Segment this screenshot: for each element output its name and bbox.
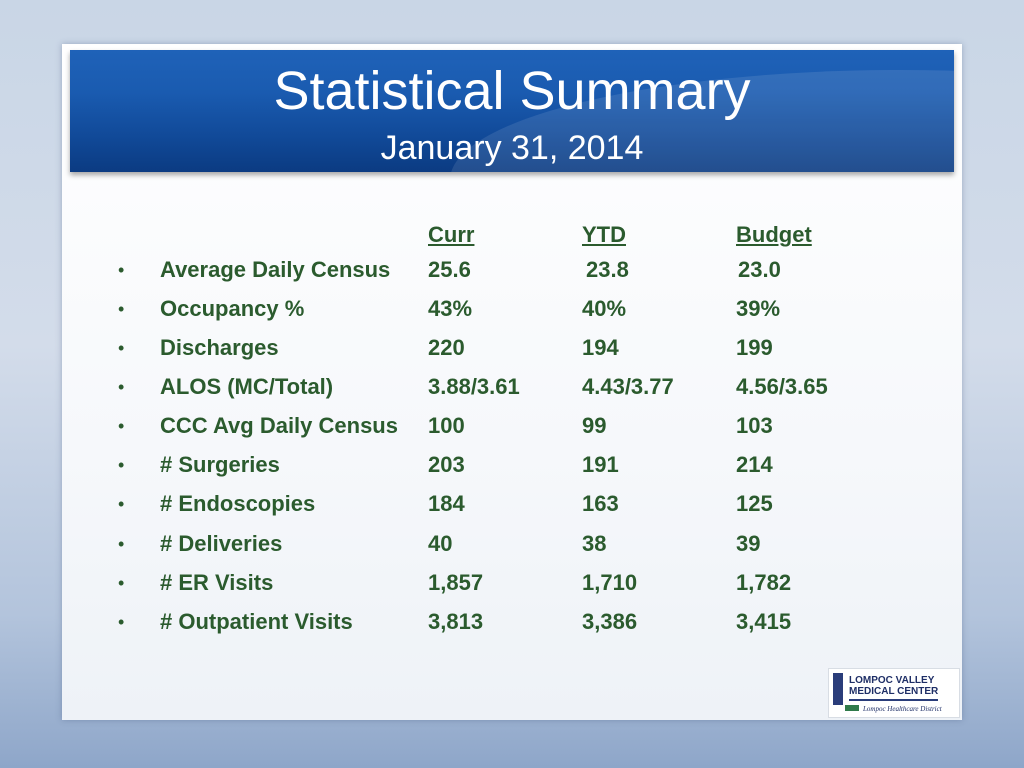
table-row: • Occupancy % 43% 40% 39% xyxy=(62,294,962,324)
row-curr: 1,857 xyxy=(428,570,484,595)
row-label: Occupancy % xyxy=(160,296,305,321)
row-curr: 25.6 xyxy=(428,257,471,282)
row-curr: 220 xyxy=(428,335,465,360)
row-curr: 3.88/3.61 xyxy=(428,374,520,399)
logo-name-line1: LOMPOC VALLEY xyxy=(849,675,935,686)
table-row: • # Surgeries 203 191 214 xyxy=(62,450,962,480)
table-row: • # Endoscopies 184 163 125 xyxy=(62,489,962,519)
row-ytd: 23.8 xyxy=(586,257,629,282)
bullet-icon: • xyxy=(118,612,125,632)
logo-tagline: Lompoc Healthcare District xyxy=(863,705,942,713)
bullet-icon: • xyxy=(118,534,125,554)
slide: Statistical Summary January 31, 2014 Cur… xyxy=(62,44,962,720)
table-row: • # ER Visits 1,857 1,710 1,782 xyxy=(62,568,962,598)
row-ytd: 163 xyxy=(582,491,619,516)
row-ytd: 99 xyxy=(582,413,607,438)
row-ytd: 194 xyxy=(582,335,619,360)
row-curr: 3,813 xyxy=(428,609,484,634)
row-budget: 3,415 xyxy=(736,609,792,634)
column-header-curr: Curr xyxy=(428,222,475,247)
bullet-icon: • xyxy=(118,416,125,436)
row-label: # Deliveries xyxy=(160,531,283,556)
row-label: # Endoscopies xyxy=(160,491,316,516)
row-budget: 1,782 xyxy=(736,570,792,595)
bullet-icon: • xyxy=(118,573,125,593)
logo-name-line2: MEDICAL CENTER xyxy=(849,686,939,701)
row-curr: 40 xyxy=(428,531,453,556)
row-ytd: 4.43/3.77 xyxy=(582,374,674,399)
title-bar: Statistical Summary January 31, 2014 xyxy=(70,50,954,172)
row-curr: 184 xyxy=(428,491,465,516)
row-ytd: 191 xyxy=(582,452,619,477)
table-row: • Discharges 220 194 199 xyxy=(62,333,962,363)
column-header-ytd: YTD xyxy=(582,222,626,247)
row-budget: 103 xyxy=(736,413,773,438)
row-budget: 199 xyxy=(736,335,773,360)
row-label: Discharges xyxy=(160,335,279,360)
row-label: CCC Avg Daily Census xyxy=(160,413,398,438)
row-label: Average Daily Census xyxy=(160,257,391,282)
bullet-icon: • xyxy=(118,260,125,280)
row-ytd: 1,710 xyxy=(582,570,638,595)
row-curr: 43% xyxy=(428,296,473,321)
logo-mark xyxy=(833,673,843,705)
table-row: • ALOS (MC/Total) 3.88/3.61 4.43/3.77 4.… xyxy=(62,372,962,402)
row-budget: 214 xyxy=(736,452,773,477)
row-label: # ER Visits xyxy=(160,570,274,595)
row-curr: 203 xyxy=(428,452,465,477)
table-row: • # Deliveries 40 38 39 xyxy=(62,529,962,559)
table-row: • CCC Avg Daily Census 100 99 103 xyxy=(62,411,962,441)
row-ytd: 3,386 xyxy=(582,609,638,634)
row-label: ALOS (MC/Total) xyxy=(160,374,334,399)
slide-subtitle: January 31, 2014 xyxy=(380,129,644,167)
row-budget: 23.0 xyxy=(738,257,781,282)
slide-title: Statistical Summary xyxy=(273,61,751,121)
bullet-icon: • xyxy=(118,455,125,475)
hospital-logo: LOMPOC VALLEY MEDICAL CENTER Lompoc Heal… xyxy=(828,668,960,718)
bullet-icon: • xyxy=(118,377,125,397)
row-curr: 100 xyxy=(428,413,465,438)
bullet-icon: • xyxy=(118,494,125,514)
row-label: # Surgeries xyxy=(160,452,280,477)
row-label: # Outpatient Visits xyxy=(160,609,353,634)
row-budget: 39% xyxy=(736,296,781,321)
logo-accent xyxy=(845,705,859,711)
table-row: • Average Daily Census 25.6 23.8 23.0 xyxy=(62,255,962,285)
bullet-icon: • xyxy=(118,338,125,358)
row-budget: 39 xyxy=(736,531,761,556)
column-header-budget: Budget xyxy=(736,222,812,247)
row-budget: 125 xyxy=(736,491,773,516)
table-row: • # Outpatient Visits 3,813 3,386 3,415 xyxy=(62,607,962,637)
row-ytd: 38 xyxy=(582,531,607,556)
row-ytd: 40% xyxy=(582,296,627,321)
row-budget: 4.56/3.65 xyxy=(736,374,828,399)
bullet-icon: • xyxy=(118,299,125,319)
